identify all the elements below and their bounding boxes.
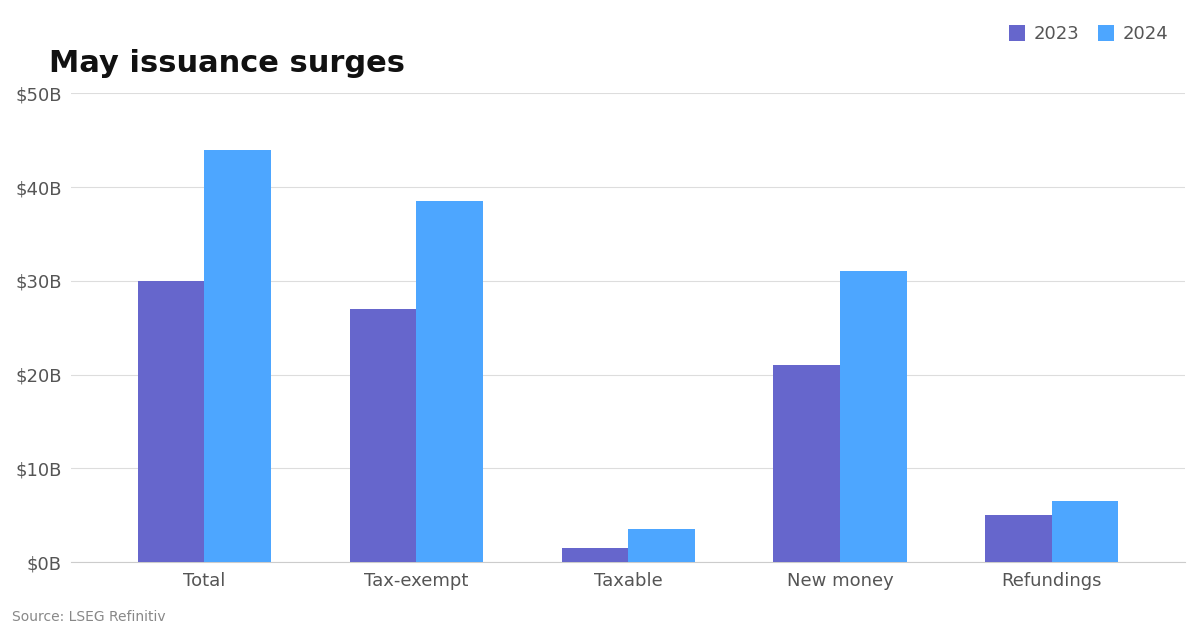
Bar bbox=[138, 281, 204, 562]
Text: Source: LSEG Refinitiv: Source: LSEG Refinitiv bbox=[12, 610, 166, 624]
Bar bbox=[349, 309, 416, 562]
Bar bbox=[1052, 501, 1118, 562]
Bar bbox=[204, 149, 271, 562]
Bar bbox=[628, 529, 695, 562]
Bar bbox=[840, 272, 906, 562]
Legend: 2023, 2024: 2023, 2024 bbox=[1002, 18, 1176, 50]
Bar bbox=[416, 201, 482, 562]
Bar bbox=[562, 548, 628, 562]
Bar bbox=[774, 365, 840, 562]
Text: May issuance surges: May issuance surges bbox=[49, 50, 404, 79]
Bar bbox=[985, 515, 1052, 562]
